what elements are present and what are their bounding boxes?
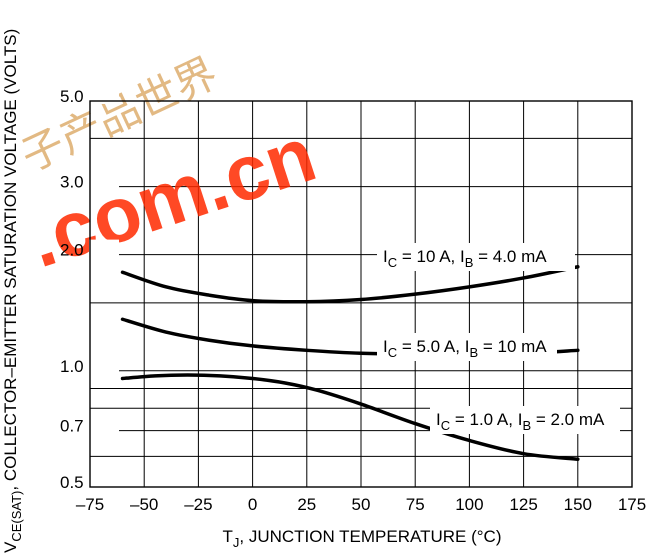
- tick-labels: –75 –50 –25 0 25 50 75 100 125 150 175 5.0 3.0 2.0 1.0…: [60, 86, 646, 514]
- y-tick-label: 5.0: [60, 87, 84, 106]
- y-tick-label-bg: [89, 86, 119, 104]
- y-tick-label: 2.0: [60, 241, 84, 260]
- x-tick-label: 175: [618, 495, 646, 514]
- series-label-1: IC = 10 A, IB = 4.0 mA: [383, 247, 547, 270]
- x-tick-label: –25: [184, 495, 212, 514]
- y-tick-label: 1.0: [60, 357, 84, 376]
- curve-labels: IC = 10 A, IB = 4.0 mA IC = 5.0 A, IB = 1…: [377, 243, 620, 434]
- y-tick-label: 0.5: [60, 473, 84, 492]
- x-tick-label: 150: [564, 495, 592, 514]
- x-tick-label: –50: [130, 495, 158, 514]
- x-tick-label: 0: [248, 495, 257, 514]
- series-label-bg: [377, 333, 557, 361]
- x-tick-label: 100: [455, 495, 483, 514]
- series-line-3: [120, 373, 580, 462]
- x-tick-label: –75: [76, 495, 104, 514]
- y-tick-label-bg: [89, 355, 119, 374]
- y-tick-label-bg: [89, 415, 119, 434]
- series-line-1: [120, 265, 580, 304]
- x-axis-label: TJ, JUNCTION TEMPERATURE (°C): [222, 527, 501, 550]
- y-tick-label-bg: [89, 171, 119, 190]
- series-label-bg: [377, 243, 575, 271]
- y-tick-label-bg: [89, 472, 119, 490]
- x-tick-label: 50: [352, 495, 371, 514]
- x-tick-label: 125: [509, 495, 537, 514]
- y-tick-label: 3.0: [60, 173, 84, 192]
- series-label-bg: [430, 406, 620, 434]
- x-tick-label: 75: [406, 495, 425, 514]
- x-tick-label: 25: [297, 495, 316, 514]
- plot-frame: [89, 100, 633, 488]
- y-axis-label: VCE(SAT), COLLECTOR–EMITTER SATURATION V…: [1, 29, 24, 553]
- y-tick-label-bg: [89, 239, 119, 258]
- y-tick-label: 0.7: [60, 417, 84, 436]
- series-label-3: IC = 1.0 A, IB = 2.0 mA: [436, 410, 605, 433]
- series-label-2: IC = 5.0 A, IB = 10 mA: [383, 337, 547, 360]
